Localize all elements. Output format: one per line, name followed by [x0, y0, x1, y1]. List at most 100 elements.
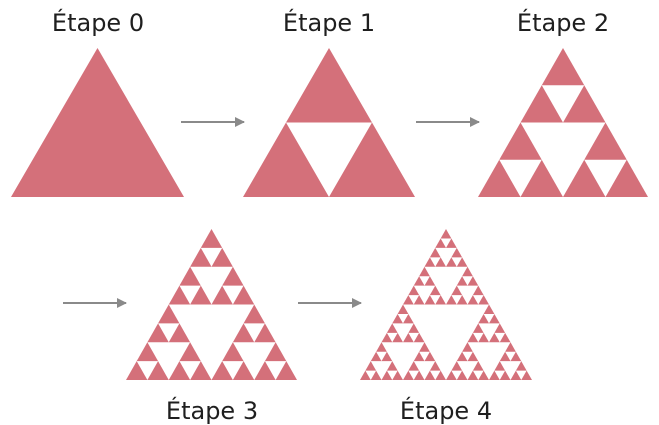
triangle-cell	[424, 351, 436, 362]
triangle-cell	[451, 285, 463, 296]
triangle-cell	[499, 370, 511, 380]
triangle-cell	[456, 295, 468, 305]
triangle-cell	[200, 229, 223, 248]
triangle-cell	[413, 295, 425, 305]
triangle-cell	[419, 266, 430, 277]
triangle-cell	[510, 351, 522, 362]
triangle-cell	[397, 304, 409, 314]
triangle-cell	[489, 332, 500, 343]
stage-2-triangle	[478, 48, 648, 197]
triangle-cell	[435, 295, 446, 305]
triangle-cell	[168, 323, 191, 343]
triangle-cell	[563, 159, 606, 197]
triangle-cell	[403, 313, 414, 324]
stage-3-label: Étape 3	[166, 396, 258, 425]
triangle-cell	[190, 361, 212, 380]
triangle-cell	[446, 295, 457, 305]
triangle-cell	[478, 313, 489, 324]
triangle-cell	[446, 257, 457, 267]
triangle-cell	[408, 323, 420, 333]
triangle-cell	[467, 332, 479, 343]
triangle-cell	[11, 48, 184, 197]
triangle-cell	[392, 332, 403, 343]
triangle-cell	[413, 276, 425, 286]
triangle-cell	[168, 285, 191, 305]
triangle-cell	[254, 361, 276, 380]
triangle-cell	[392, 313, 403, 324]
triangle-cell	[381, 332, 393, 343]
triangle-cell	[462, 266, 473, 277]
triangle-cell	[403, 295, 414, 305]
triangle-cell	[147, 323, 169, 343]
triangle-cell	[489, 313, 500, 324]
triangle-cell	[147, 361, 169, 380]
stage-4-label: Étape 4	[400, 396, 492, 425]
stage-0-label: Étape 0	[52, 8, 144, 37]
stage-0-triangle	[11, 48, 184, 197]
triangle-cell	[243, 304, 265, 324]
triangle-cell	[179, 342, 201, 362]
triangle-cell	[126, 361, 148, 380]
triangle-cell	[456, 351, 468, 362]
stage-1-triangle	[243, 48, 415, 197]
triangle-cell	[435, 257, 446, 267]
triangle-cell	[381, 351, 393, 362]
triangle-cell	[179, 266, 201, 286]
triangle-cell	[521, 370, 532, 380]
triangle-cell	[190, 285, 212, 305]
triangle-cell	[478, 332, 489, 343]
triangle-cell	[478, 370, 489, 380]
triangle-cell	[478, 159, 521, 197]
triangle-cell	[541, 48, 585, 86]
triangle-cell	[472, 361, 484, 371]
triangle-cell	[232, 361, 255, 380]
triangle-cell	[275, 361, 297, 380]
triangle-cell	[232, 285, 255, 305]
triangle-cell	[254, 323, 276, 343]
triangle-cell	[376, 342, 387, 352]
triangle-cell	[440, 229, 452, 239]
triangle-cell	[158, 304, 180, 324]
triangle-cell	[446, 370, 457, 380]
triangle-cell	[456, 276, 468, 286]
triangle-cell	[286, 48, 372, 123]
triangle-cell	[456, 370, 468, 380]
triangle-cell	[408, 361, 420, 371]
triangle-cell	[136, 342, 159, 362]
stage-4-triangle	[360, 229, 532, 380]
triangle-cell	[499, 122, 542, 160]
triangle-cell	[472, 323, 484, 333]
triangle-cell	[232, 323, 255, 343]
triangle-cell	[413, 370, 425, 380]
triangle-cell	[190, 247, 212, 267]
triangle-cell	[483, 304, 495, 314]
triangle-cell	[467, 370, 479, 380]
stage-1-label: Étape 1	[283, 8, 375, 37]
triangle-cell	[429, 285, 441, 296]
triangle-cell	[211, 361, 233, 380]
triangle-cell	[386, 361, 398, 371]
triangle-cell	[381, 370, 393, 380]
triangle-cell	[462, 342, 473, 352]
triangle-cell	[520, 85, 563, 123]
triangle-cell	[264, 342, 287, 362]
triangle-cell	[329, 122, 415, 197]
triangle-cell	[360, 370, 371, 380]
triangle-cell	[472, 285, 484, 296]
triangle-cell	[563, 85, 606, 123]
triangle-cell	[370, 370, 382, 380]
stage-3-triangle	[126, 229, 297, 380]
triangle-cell	[510, 370, 522, 380]
triangle-cell	[489, 370, 500, 380]
triangle-cell	[386, 323, 398, 333]
triangle-cell	[499, 332, 511, 343]
triangle-cell	[403, 332, 414, 343]
triangle-cell	[584, 122, 627, 160]
triangle-cell	[424, 370, 436, 380]
triangle-cell	[370, 351, 382, 362]
triangle-cell	[429, 361, 441, 371]
triangle-cell	[467, 276, 479, 286]
triangle-cell	[478, 295, 489, 305]
triangle-cell	[499, 351, 511, 362]
